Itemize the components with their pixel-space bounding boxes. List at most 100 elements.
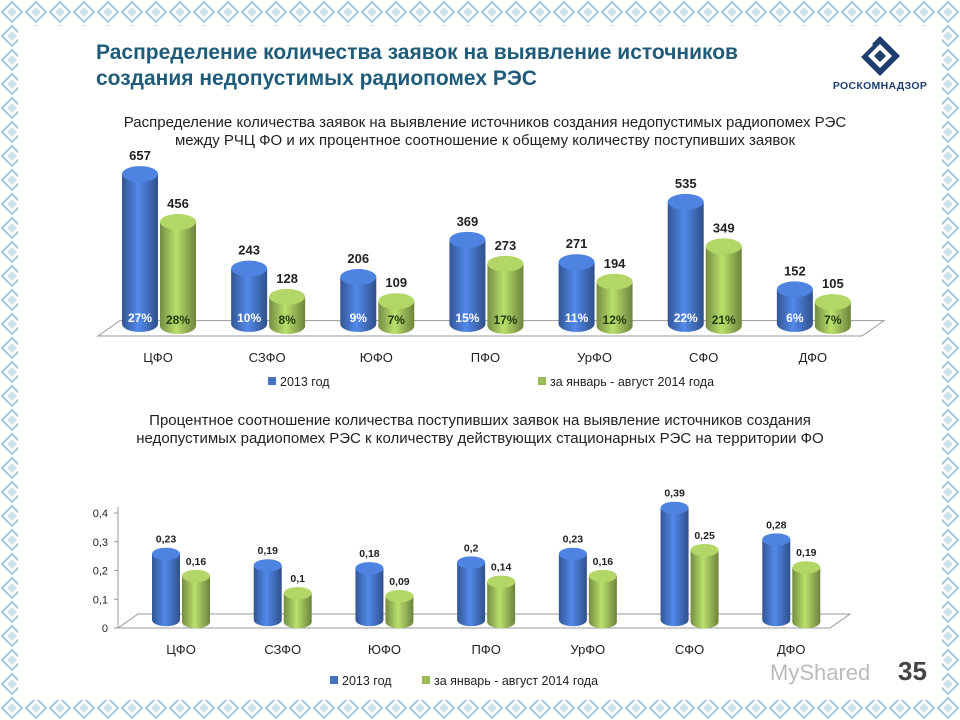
chart2-title: Процентное соотношение количества поступ… bbox=[136, 412, 824, 447]
chart2-legend-label: за январь - август 2014 года bbox=[434, 674, 598, 688]
chart1-bar bbox=[596, 273, 633, 334]
chart1-value-label: 206 bbox=[347, 251, 369, 266]
chart2-bar bbox=[792, 561, 821, 629]
chart2-value-label: 0,18 bbox=[359, 548, 380, 560]
chart2-bar bbox=[558, 547, 587, 627]
chart1-percent-label: 15% bbox=[455, 311, 479, 325]
chart2-value-label: 0,23 bbox=[156, 534, 177, 546]
chart1-percent-label: 8% bbox=[278, 313, 296, 327]
chart2-value-label: 0,16 bbox=[186, 556, 207, 568]
logo-text: РОСКОМНАДЗОР bbox=[832, 80, 928, 92]
chart1-tick-label: ЮФО bbox=[360, 350, 393, 365]
chart2-value-label: 0,14 bbox=[491, 562, 512, 574]
chart2-value-label: 0,25 bbox=[694, 530, 715, 542]
chart2-bar bbox=[690, 543, 719, 629]
chart1-value-label: 152 bbox=[784, 263, 806, 278]
chart1-bar-chart: 657 27% 456 28% ЦФО 243 10% 128 8% СЗФО 206 9% 109 7%… bbox=[96, 148, 886, 389]
chart1-legend-swatch bbox=[268, 377, 276, 385]
chart2-bar bbox=[660, 501, 689, 627]
chart1-tick-label: СЗФО bbox=[249, 350, 286, 365]
chart2-value-label: 0,28 bbox=[766, 519, 787, 531]
chart1-bar bbox=[378, 293, 415, 334]
roskomnadzor-logo-icon bbox=[858, 36, 900, 76]
chart2-y-tick-label: 0,3 bbox=[93, 537, 108, 549]
chart1-legend-swatch bbox=[538, 377, 546, 385]
chart2-value-label: 0,23 bbox=[563, 534, 584, 546]
chart2-value-label: 0,1 bbox=[290, 573, 305, 585]
chart2-legend-swatch bbox=[330, 676, 338, 684]
chart2-y-tick-label: 0,4 bbox=[93, 508, 108, 520]
chart1-value-label: 657 bbox=[129, 148, 151, 163]
chart1-bar bbox=[449, 231, 486, 332]
chart1-bar bbox=[667, 193, 704, 332]
chart1-legend-label: 2013 год bbox=[280, 375, 330, 389]
chart1-value-label: 456 bbox=[167, 196, 189, 211]
chart2-value-label: 0,09 bbox=[389, 576, 410, 588]
watermark: MyShared bbox=[770, 660, 871, 685]
chart1-tick-label: ДФО bbox=[799, 350, 828, 365]
chart2-tick-label: ЦФО bbox=[166, 642, 196, 657]
chart1-bar bbox=[558, 254, 595, 332]
chart1-value-label: 109 bbox=[385, 275, 407, 290]
chart1-tick-label: СФО bbox=[689, 350, 718, 365]
chart1-percent-label: 10% bbox=[237, 311, 261, 325]
chart1-bar bbox=[122, 166, 158, 332]
chart2-tick-label: ПФО bbox=[471, 642, 500, 657]
chart1-percent-label: 6% bbox=[786, 311, 804, 325]
chart1-bar bbox=[487, 255, 524, 334]
page-number: 35 bbox=[898, 656, 927, 686]
chart1-value-label: 105 bbox=[822, 276, 844, 291]
chart2-bar bbox=[457, 556, 486, 627]
chart2-tick-label: ЮФО bbox=[368, 642, 401, 657]
chart2-value-label: 0,19 bbox=[796, 547, 817, 559]
chart1-bar bbox=[814, 294, 851, 334]
chart1-value-label: 271 bbox=[566, 236, 588, 251]
chart2-y-tick-label: 0,2 bbox=[93, 566, 108, 578]
chart1-value-label: 128 bbox=[276, 271, 298, 286]
chart1-percent-label: 7% bbox=[388, 313, 406, 327]
chart2-bar bbox=[588, 569, 617, 629]
chart1-bar bbox=[269, 288, 306, 334]
chart2-bar bbox=[487, 575, 516, 629]
chart1-bar bbox=[231, 260, 268, 332]
chart1-bar bbox=[340, 269, 377, 332]
chart2-bar bbox=[355, 562, 384, 627]
chart2-bar bbox=[283, 587, 312, 629]
chart2-value-label: 0,2 bbox=[464, 542, 479, 554]
chart2-legend-swatch bbox=[422, 676, 430, 684]
chart1-percent-label: 28% bbox=[166, 313, 190, 327]
chart2-bar bbox=[152, 547, 180, 627]
chart1-value-label: 273 bbox=[495, 238, 517, 253]
chart1-percent-label: 9% bbox=[350, 311, 368, 325]
chart1-value-label: 243 bbox=[238, 243, 260, 258]
chart1-percent-label: 22% bbox=[674, 311, 698, 325]
chart2-tick-label: УрФО bbox=[570, 642, 605, 657]
chart2-bar bbox=[385, 589, 414, 629]
chart2-value-label: 0,19 bbox=[257, 545, 278, 557]
chart2-bar bbox=[253, 559, 282, 627]
chart1-percent-label: 27% bbox=[128, 311, 152, 325]
chart1-percent-label: 21% bbox=[712, 313, 736, 327]
chart1-percent-label: 12% bbox=[603, 313, 627, 327]
chart1-tick-label: ЦФО bbox=[143, 350, 173, 365]
chart1-percent-label: 7% bbox=[824, 313, 842, 327]
chart2-tick-label: СЗФО bbox=[264, 642, 301, 657]
chart1-tick-label: ПФО bbox=[471, 350, 500, 365]
chart2-y-tick-label: 0,1 bbox=[93, 594, 108, 606]
chart2-value-label: 0,39 bbox=[664, 488, 685, 500]
chart1-tick-label: УрФО bbox=[577, 350, 612, 365]
chart1-bar bbox=[160, 213, 196, 334]
chart1-percent-label: 11% bbox=[565, 311, 589, 325]
chart1-percent-label: 17% bbox=[493, 313, 517, 327]
chart1-bar bbox=[776, 281, 813, 332]
chart2-bar bbox=[182, 569, 210, 629]
chart1-value-label: 535 bbox=[675, 176, 697, 191]
chart2-bar bbox=[762, 533, 791, 627]
chart1-value-label: 369 bbox=[457, 214, 479, 229]
chart1-bar bbox=[705, 238, 742, 334]
chart1-legend-label: за январь - август 2014 года bbox=[550, 375, 714, 389]
chart1-value-label: 349 bbox=[713, 220, 735, 235]
slide-title: Распределение количества заявок на выявл… bbox=[96, 41, 738, 90]
chart2-tick-label: СФО bbox=[675, 642, 704, 657]
